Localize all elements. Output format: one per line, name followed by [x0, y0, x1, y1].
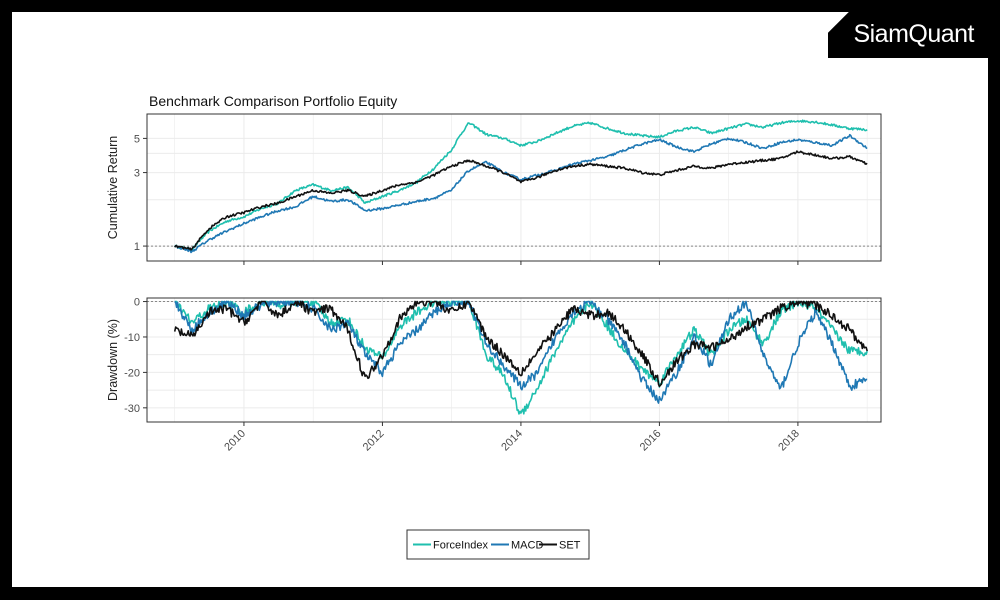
- chart-title: Benchmark Comparison Portfolio Equity: [149, 93, 397, 109]
- equity-panel-ylabel: Cumulative Return: [106, 136, 120, 240]
- drawdown-panel-xtick-label: 2018: [776, 428, 802, 454]
- drawdown-panel-xtick-label: 2016: [638, 428, 664, 454]
- drawdown-panel-ylabel: Drawdown (%): [106, 319, 120, 401]
- drawdown-panel-ytick-label: -20: [124, 367, 140, 379]
- legend-label-set: SET: [559, 540, 581, 552]
- equity-panel-ytick-label: 3: [134, 168, 140, 180]
- drawdown-panel-xtick-label: 2014: [499, 428, 525, 454]
- drawdown-panel-xtick-label: 2010: [222, 428, 248, 454]
- equity-panel-background: [147, 114, 881, 261]
- equity-panel-ytick-label: 1: [134, 241, 140, 253]
- equity-panel-ytick-label: 5: [134, 133, 140, 145]
- brand-badge: SiamQuant: [828, 12, 988, 58]
- legend-label-macd: MACD: [511, 540, 543, 552]
- brand-logo-text: SiamQuant: [853, 20, 974, 49]
- drawdown-panel-xtick-label: 2012: [361, 428, 387, 454]
- drawdown-panel-ytick-label: -10: [124, 332, 140, 344]
- drawdown-panel-ytick-label: 0: [134, 297, 140, 309]
- legend-label-forceindex: ForceIndex: [433, 540, 489, 552]
- chart-figure: 1 3 5 Cumulative Return Benchmark Comparison…: [12, 12, 988, 587]
- drawdown-panel-ytick-label: -30: [124, 403, 140, 415]
- slide-canvas: 1 3 5 Cumulative Return Benchmark Comparison…: [12, 12, 988, 587]
